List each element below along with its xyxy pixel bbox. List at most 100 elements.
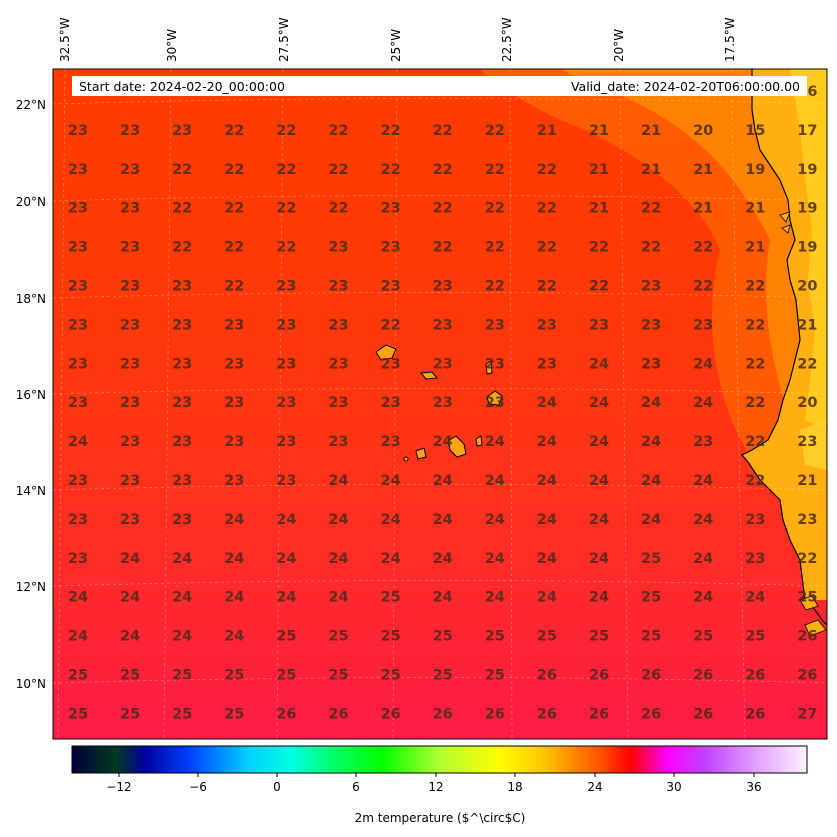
- lon-label: 17.5°W: [723, 17, 737, 62]
- temperature-value: 22: [745, 317, 765, 333]
- temperature-value: 22: [797, 551, 817, 567]
- temperature-value: 26: [328, 706, 348, 722]
- temperature-value: 24: [693, 590, 713, 606]
- temperature-value: 23: [68, 512, 88, 528]
- temperature-value: 23: [276, 279, 296, 295]
- temperature-value: 25: [381, 629, 401, 645]
- temperature-value: 24: [537, 590, 557, 606]
- temperature-value: 24: [172, 590, 192, 606]
- temperature-value: 23: [120, 473, 140, 489]
- temperature-value: 23: [172, 473, 192, 489]
- temperature-value: 22: [224, 201, 244, 217]
- temperature-value: 24: [589, 356, 609, 372]
- temperature-value: 15: [745, 123, 765, 139]
- temperature-value: 24: [693, 512, 713, 528]
- temperature-value: 22: [433, 201, 453, 217]
- temperature-value: 23: [120, 279, 140, 295]
- temperature-value: 23: [224, 473, 244, 489]
- temperature-value: 22: [433, 162, 453, 178]
- temperature-value: 23: [68, 240, 88, 256]
- temperature-value: 21: [693, 201, 713, 217]
- temperature-value: 23: [120, 201, 140, 217]
- temperature-value: 24: [589, 473, 609, 489]
- lat-label: 12°N: [16, 580, 46, 594]
- temperature-value: 23: [328, 240, 348, 256]
- temperature-value: 24: [120, 551, 140, 567]
- temperature-value: 22: [224, 240, 244, 256]
- temperature-value: 25: [433, 668, 453, 684]
- temperature-value: 24: [381, 512, 401, 528]
- temperature-value: 24: [485, 434, 505, 450]
- temperature-value: 21: [589, 162, 609, 178]
- temperature-value: 24: [537, 395, 557, 411]
- temperature-value: 26: [797, 629, 817, 645]
- temperature-value: 24: [433, 434, 453, 450]
- temperature-value: 24: [641, 512, 661, 528]
- lon-label: 20°W: [612, 29, 626, 62]
- map-frame: [52, 68, 828, 740]
- temperature-value: 22: [745, 434, 765, 450]
- colorbar-ramp: [71, 745, 808, 774]
- temperature-value: 23: [224, 317, 244, 333]
- temperature-value: 25: [381, 668, 401, 684]
- temperature-value: 26: [641, 706, 661, 722]
- temperature-value: 23: [589, 317, 609, 333]
- temperature-value: 25: [537, 629, 557, 645]
- temperature-value: 24: [641, 395, 661, 411]
- temperature-value: 24: [537, 434, 557, 450]
- temperature-value: 26: [433, 706, 453, 722]
- temperature-value: 23: [172, 512, 192, 528]
- temperature-value: 23: [328, 395, 348, 411]
- temperature-value: 25: [485, 629, 505, 645]
- temperature-value: 26: [589, 668, 609, 684]
- temperature-value: 25: [641, 551, 661, 567]
- temperature-value: 24: [68, 590, 88, 606]
- temperature-value: 19: [745, 162, 765, 178]
- temperature-value: 23: [641, 317, 661, 333]
- start-date: Start date: 2024-02-20_00:00:00: [79, 79, 285, 94]
- temperature-value: 23: [68, 123, 88, 139]
- temperature-value: 22: [276, 240, 296, 256]
- lon-label: 32.5°W: [58, 17, 72, 62]
- temperature-value: 26: [797, 668, 817, 684]
- temperature-value: 23: [68, 201, 88, 217]
- temperature-value: 23: [172, 317, 192, 333]
- temperature-value: 25: [68, 668, 88, 684]
- temperature-value: 23: [172, 356, 192, 372]
- temperature-value: 22: [485, 123, 505, 139]
- coastline: [741, 69, 827, 626]
- graticule: [53, 69, 827, 739]
- temperature-value: 25: [172, 706, 192, 722]
- temperature-value: 23: [381, 279, 401, 295]
- temperature-value: 23: [381, 434, 401, 450]
- temperature-value: 24: [172, 551, 192, 567]
- temperature-value: 22: [589, 240, 609, 256]
- temperature-value: 23: [433, 356, 453, 372]
- temperature-value: 24: [537, 551, 557, 567]
- lon-label: 30°W: [165, 29, 179, 62]
- temperature-value: 23: [120, 317, 140, 333]
- colorbar-tick: 12: [428, 780, 443, 794]
- cape-verde-islands: [375, 344, 503, 462]
- temperature-value: 22: [537, 240, 557, 256]
- temperature-value: 22: [641, 201, 661, 217]
- temperature-value: 23: [328, 434, 348, 450]
- temperature-value: 24: [537, 512, 557, 528]
- temperature-value: 23: [433, 279, 453, 295]
- latitude-labels: 22°N 20°N 18°N 16°N 14°N 12°N 10°N: [16, 98, 46, 691]
- temperature-value: 22: [745, 279, 765, 295]
- colorbar: −12 −6 0 6 12 18 24 30 36 2m temperature…: [71, 745, 808, 825]
- temperature-value: 25: [276, 629, 296, 645]
- temperature-value: 24: [328, 512, 348, 528]
- lat-label: 22°N: [16, 98, 46, 112]
- temperature-value: 24: [276, 512, 296, 528]
- temperature-value: 22: [589, 279, 609, 295]
- valid-date: Valid_date: 2024-02-20T06:00:00.00: [571, 79, 800, 94]
- temperature-value: 23: [120, 395, 140, 411]
- temperature-value: 22: [485, 201, 505, 217]
- temperature-value: 26: [537, 668, 557, 684]
- temperature-value: 23: [120, 162, 140, 178]
- temperature-value: 25: [276, 668, 296, 684]
- temperature-value: 22: [745, 395, 765, 411]
- temperature-value: 23: [172, 434, 192, 450]
